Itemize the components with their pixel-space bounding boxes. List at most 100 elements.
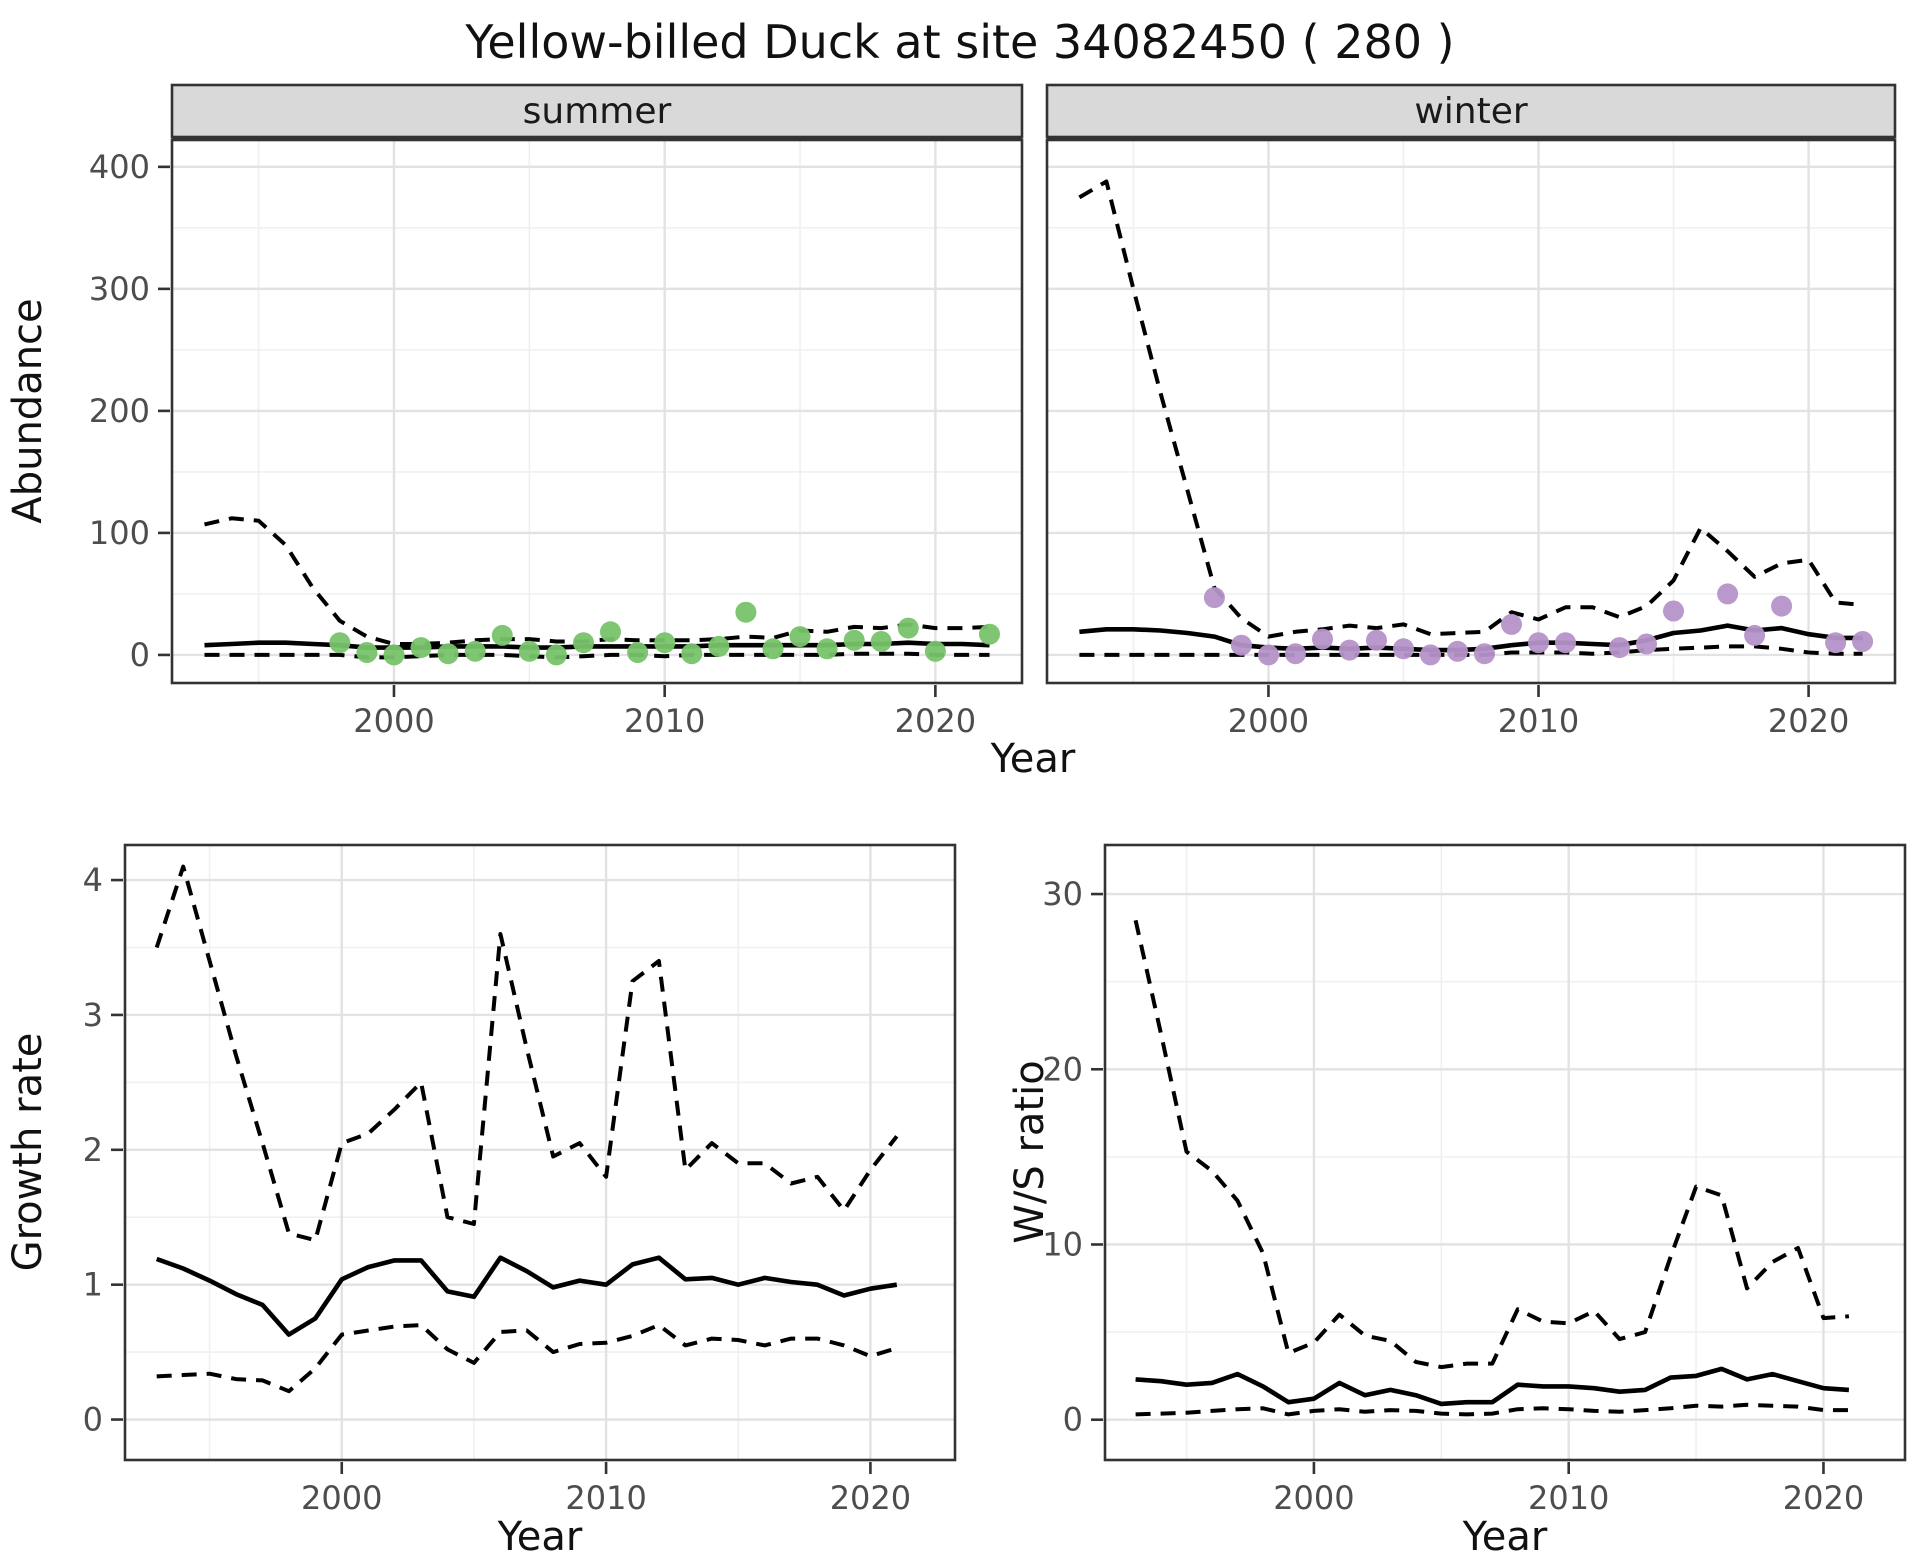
winter-upper-ci-line (1078, 179, 1863, 639)
winter-count-point (1771, 595, 1793, 617)
panel-growth-rate: 2000 2010 2020 0 1 2 3 4 (83, 843, 957, 1517)
winter-count-point (1744, 624, 1766, 646)
summer-count-point (762, 638, 784, 660)
winter-x-tick-label: 2020 (1768, 702, 1849, 740)
growth-rate-y-tick-label: 1 (83, 1266, 103, 1304)
ws-ratio-y-tick-label: 0 (1063, 1401, 1083, 1439)
summer-x-tick-label: 2010 (624, 702, 705, 740)
summer-count-point (573, 632, 594, 654)
summer-count-point (897, 617, 919, 639)
winter-count-point (1285, 643, 1306, 665)
winter-count-point (1636, 633, 1657, 655)
growth-rate-median-line (155, 1255, 898, 1337)
year-axis-title-top: Year (990, 736, 1076, 782)
panel-ws-ratio: 2000 2010 2020 0 10 20 30 (1042, 843, 1907, 1517)
summer-count-point (816, 638, 838, 660)
growth-rate-upper-ci-line (154, 864, 899, 1243)
winter-x-tick-label: 2010 (1498, 702, 1579, 740)
growth-rate-axis-title: Growth rate (5, 1032, 51, 1272)
summer-upper-ci-line (204, 516, 990, 646)
growth-rate-lower-ci-line (156, 1323, 898, 1394)
winter-count-point (1501, 613, 1522, 635)
ws-ratio-y-tick-label: 30 (1042, 875, 1083, 913)
summer-y-tick-label: 200 (89, 392, 150, 430)
winter-count-point (1339, 639, 1360, 661)
winter-count-point (1393, 638, 1414, 660)
summer-count-point (518, 640, 540, 662)
growth-rate-y-tick-label: 2 (83, 1131, 103, 1169)
summer-count-point (870, 631, 892, 652)
winter-count-point (1663, 600, 1684, 622)
growth-rate-x-tick-label: 2020 (830, 1479, 911, 1517)
summer-y-tick-label: 300 (89, 270, 150, 308)
year-axis-title-growth: Year (497, 1514, 583, 1560)
summer-count-point (843, 629, 865, 651)
summer-count-point (735, 601, 757, 623)
winter-count-point (1717, 583, 1739, 605)
summer-lower-ci-line (204, 651, 990, 660)
growth-rate-y-tick-label: 0 (83, 1401, 103, 1439)
panel-winter: 2000 2010 2020 (1045, 83, 1897, 740)
growth-rate-x-tick-label: 2010 (565, 1479, 646, 1517)
winter-count-point (1258, 644, 1279, 666)
winter-lower-ci-line (1079, 644, 1863, 657)
winter-count-point (1366, 629, 1387, 651)
winter-median-line (1079, 623, 1863, 653)
ws-ratio-axis-title: W/S ratio (1007, 1060, 1053, 1244)
summer-count-point (464, 640, 486, 662)
winter-count-point (1230, 634, 1252, 656)
summer-count-point (600, 621, 621, 643)
ws-ratio-x-tick-label: 2000 (1273, 1479, 1354, 1517)
facet-strip-winter: winter (1414, 90, 1528, 132)
winter-count-point (1852, 631, 1874, 652)
winter-count-point (1474, 643, 1495, 665)
ws-ratio-x-tick-label: 2020 (1783, 1479, 1864, 1517)
winter-count-point (1203, 587, 1225, 609)
summer-count-point (329, 632, 351, 654)
summer-count-point (708, 635, 730, 657)
summer-x-tick-label: 2020 (895, 702, 976, 740)
winter-count-point (1528, 632, 1549, 654)
summer-y-tick-label: 400 (89, 148, 150, 186)
summer-x-tick-label: 2000 (353, 702, 434, 740)
winter-count-point (1420, 644, 1441, 666)
ws-ratio-x-tick-label: 2010 (1528, 1479, 1609, 1517)
ws-ratio-median-line (1135, 1366, 1850, 1407)
summer-strip (170, 83, 1024, 139)
summer-count-point (491, 624, 513, 646)
abundance-axis-title: Abundance (5, 298, 51, 524)
summer-count-point (979, 623, 1000, 645)
panel-summer: 2000 2010 2020 0 100 200 300 400 (89, 83, 1024, 740)
summer-count-point (437, 643, 459, 665)
summer-count-point (627, 642, 649, 663)
winter-count-point (1312, 628, 1333, 650)
summer-count-point (410, 637, 432, 659)
growth-rate-x-tick-label: 2000 (301, 1479, 382, 1517)
ws-ratio-upper-ci-line (1133, 919, 1850, 1370)
growth-rate-y-tick-label: 3 (83, 996, 103, 1034)
figure-title: Yellow-billed Duck at site 34082450 ( 28… (465, 15, 1455, 69)
summer-count-point (654, 632, 676, 654)
ws-ratio-lower-ci-line (1135, 1402, 1849, 1417)
summer-count-point (681, 643, 703, 665)
facet-strip-summer: summer (522, 90, 672, 132)
summer-count-point (356, 642, 378, 663)
winter-x-tick-label: 2000 (1228, 702, 1309, 740)
summer-count-point (545, 644, 567, 666)
summer-y-tick-label: 0 (130, 636, 150, 674)
summer-count-point (789, 626, 811, 648)
winter-strip (1045, 83, 1897, 139)
year-axis-title-ws: Year (1462, 1514, 1548, 1560)
ws-ratio-y-tick-label: 20 (1042, 1050, 1083, 1088)
summer-y-tick-label: 100 (89, 514, 150, 552)
winter-count-point (1555, 632, 1576, 654)
ws-ratio-y-tick-label: 10 (1042, 1225, 1083, 1263)
winter-count-point (1825, 632, 1847, 654)
winter-count-point (1609, 637, 1630, 659)
summer-count-point (924, 640, 946, 662)
growth-rate-y-tick-label: 4 (83, 861, 103, 899)
winter-count-point (1447, 640, 1468, 662)
summer-count-point (383, 644, 405, 666)
